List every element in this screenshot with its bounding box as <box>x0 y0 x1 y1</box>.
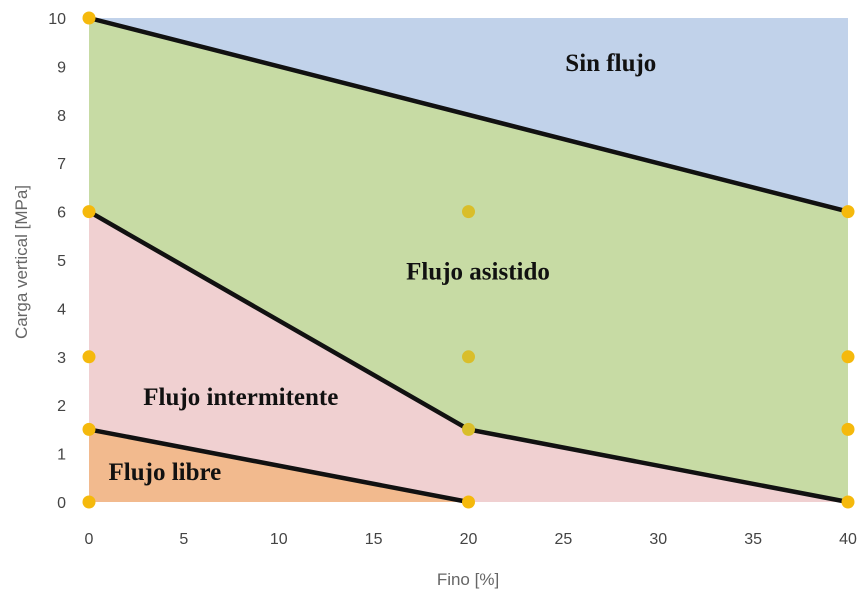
region-label-flujo-intermitente: Flujo intermitente <box>143 384 338 411</box>
data-point <box>841 205 855 219</box>
data-point <box>462 495 475 509</box>
x-tick-label: 20 <box>460 531 478 548</box>
y-tick-label: 4 <box>57 301 66 318</box>
x-tick-label: 10 <box>270 531 288 548</box>
y-tick-label: 2 <box>57 398 66 415</box>
data-point <box>462 422 475 436</box>
data-point <box>841 350 855 364</box>
data-point <box>82 495 96 509</box>
boundary-line-3 <box>86 427 471 505</box>
data-point <box>462 205 475 219</box>
data-point <box>82 11 96 25</box>
region-label-flujo-libre: Flujo libre <box>109 459 222 486</box>
y-tick-label: 3 <box>57 350 66 367</box>
x-tick-label: 0 <box>85 531 94 548</box>
region-labels-layer: Sin flujo Flujo asistido Flujo intermitent… <box>109 50 657 486</box>
y-axis-label: Carga vertical [MPa] <box>12 185 31 339</box>
x-tick-label: 25 <box>554 531 572 548</box>
data-point <box>462 350 475 364</box>
x-tick-label: 35 <box>744 531 762 548</box>
x-axis-label: Fino [%] <box>437 570 499 589</box>
region-flujo-intermitente <box>89 211 848 502</box>
data-point <box>82 205 96 219</box>
y-tick-label: 7 <box>57 156 66 173</box>
y-tick-label: 0 <box>57 495 66 512</box>
region-flujo-asistido <box>89 18 848 502</box>
y-tick-label: 5 <box>57 253 66 270</box>
boundary-line-1 <box>86 15 851 214</box>
y-tick-label: 6 <box>57 205 66 222</box>
data-point <box>841 495 855 509</box>
x-tick-label: 30 <box>649 531 667 548</box>
data-point <box>82 422 96 436</box>
x-axis-ticks: 0 5 10 15 20 25 30 35 40 <box>85 531 857 548</box>
x-tick-label: 40 <box>839 531 857 548</box>
data-point <box>82 350 96 364</box>
y-tick-label: 1 <box>57 447 66 464</box>
y-axis-ticks: 0 1 2 3 4 5 6 7 8 9 10 <box>48 11 66 512</box>
region-label-flujo-asistido: Flujo asistido <box>406 258 550 285</box>
x-tick-label: 15 <box>365 531 383 548</box>
data-point <box>841 422 855 436</box>
y-tick-label: 9 <box>57 59 66 76</box>
points-layer <box>82 11 855 509</box>
y-tick-label: 8 <box>57 108 66 125</box>
region-label-sin-flujo: Sin flujo <box>565 50 656 77</box>
y-tick-label: 10 <box>48 11 66 28</box>
x-tick-label: 5 <box>179 531 188 548</box>
